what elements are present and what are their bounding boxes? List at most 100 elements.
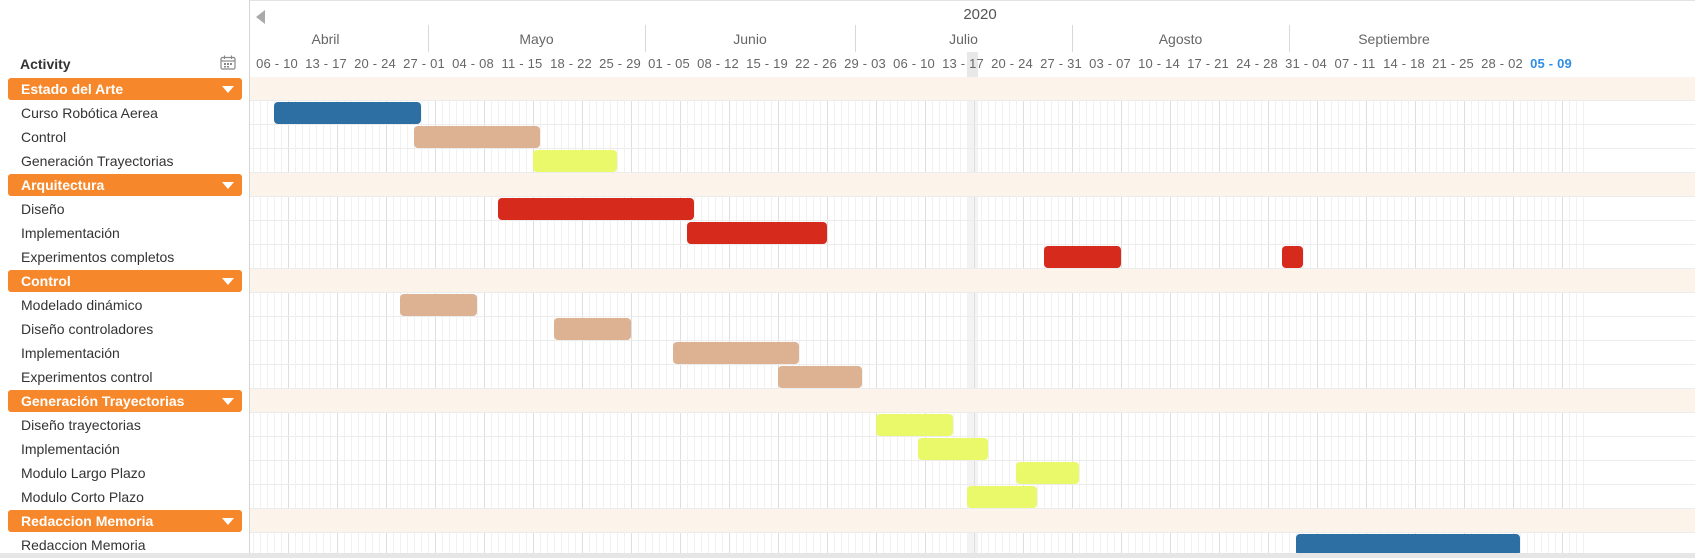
week-label[interactable]: 04 - 08 xyxy=(452,56,494,71)
group-row[interactable]: Control xyxy=(0,269,250,293)
grid-line xyxy=(645,77,646,558)
week-label[interactable]: 13 - 17 xyxy=(942,56,984,71)
task-bar[interactable] xyxy=(876,414,953,436)
week-label[interactable]: 06 - 10 xyxy=(893,56,935,71)
task-bar[interactable] xyxy=(554,318,631,340)
week-label[interactable]: 27 - 31 xyxy=(1040,56,1082,71)
group-header[interactable]: Estado del Arte xyxy=(8,78,242,100)
group-label: Generación Trayectorias xyxy=(21,393,185,409)
grid-line xyxy=(491,77,492,558)
week-label[interactable]: 21 - 25 xyxy=(1432,56,1474,71)
task-bar[interactable] xyxy=(778,366,862,388)
grid-line xyxy=(624,77,625,558)
grid-line xyxy=(1100,77,1101,558)
grid-line xyxy=(799,77,800,558)
task-bar[interactable] xyxy=(1296,534,1520,556)
group-header[interactable]: Redaccion Memoria xyxy=(8,510,242,532)
grid-line xyxy=(407,77,408,558)
group-header[interactable]: Generación Trayectorias xyxy=(8,390,242,412)
task-row: Redaccion Memoria xyxy=(0,533,250,557)
calendar-icon[interactable] xyxy=(220,55,236,70)
grid-line xyxy=(1401,77,1402,558)
task-row: Implementación xyxy=(0,221,250,245)
week-label[interactable]: 18 - 22 xyxy=(550,56,592,71)
grid-line xyxy=(484,77,485,558)
week-label[interactable]: 08 - 12 xyxy=(697,56,739,71)
week-label[interactable]: 14 - 18 xyxy=(1383,56,1425,71)
task-label: Redaccion Memoria xyxy=(21,537,146,553)
task-bar[interactable] xyxy=(1282,246,1303,268)
grid-line xyxy=(1086,77,1087,558)
task-bar[interactable] xyxy=(498,198,694,220)
week-label[interactable]: 07 - 11 xyxy=(1334,56,1376,71)
grid-line xyxy=(652,77,653,558)
group-grid-row xyxy=(250,269,1695,293)
week-label[interactable]: 22 - 26 xyxy=(795,56,837,71)
collapse-caret-icon[interactable] xyxy=(222,518,234,525)
task-bar[interactable] xyxy=(1016,462,1079,484)
task-bar[interactable] xyxy=(687,222,827,244)
week-label[interactable]: 01 - 05 xyxy=(648,56,690,71)
task-bar[interactable] xyxy=(274,102,421,124)
group-row[interactable]: Estado del Arte xyxy=(0,77,250,101)
week-label[interactable]: 13 - 17 xyxy=(305,56,347,71)
grid-line xyxy=(393,77,394,558)
month-separator xyxy=(645,25,646,52)
group-row[interactable]: Generación Trayectorias xyxy=(0,389,250,413)
grid-line xyxy=(1492,77,1493,558)
week-label[interactable]: 03 - 07 xyxy=(1089,56,1131,71)
month-label: Septiembre xyxy=(1358,31,1430,47)
grid-line xyxy=(554,77,555,558)
week-label[interactable]: 25 - 29 xyxy=(599,56,641,71)
collapse-caret-icon[interactable] xyxy=(222,86,234,93)
collapse-caret-icon[interactable] xyxy=(222,182,234,189)
grid-line xyxy=(1156,77,1157,558)
grid-line xyxy=(1198,77,1199,558)
task-bar[interactable] xyxy=(673,342,799,364)
week-label[interactable]: 29 - 03 xyxy=(844,56,886,71)
grid-line xyxy=(1310,77,1311,558)
group-grid-row xyxy=(250,77,1695,101)
group-row[interactable]: Arquitectura xyxy=(0,173,250,197)
grid-line xyxy=(365,77,366,558)
collapse-caret-icon[interactable] xyxy=(222,398,234,405)
week-label[interactable]: 24 - 28 xyxy=(1236,56,1278,71)
week-label[interactable]: 28 - 02 xyxy=(1481,56,1523,71)
week-label[interactable]: 27 - 01 xyxy=(403,56,445,71)
task-bar[interactable] xyxy=(533,150,617,172)
grid-line xyxy=(827,77,828,558)
group-grid-row xyxy=(250,509,1695,533)
grid-line xyxy=(253,77,254,558)
grid-line xyxy=(701,77,702,558)
group-header[interactable]: Arquitectura xyxy=(8,174,242,196)
week-label[interactable]: 17 - 21 xyxy=(1187,56,1229,71)
week-label[interactable]: 15 - 19 xyxy=(746,56,788,71)
task-grid-row xyxy=(250,437,1695,461)
task-bar[interactable] xyxy=(414,126,540,148)
group-header[interactable]: Control xyxy=(8,270,242,292)
grid-line xyxy=(1016,77,1017,558)
grid-line xyxy=(967,77,968,558)
week-label[interactable]: 11 - 15 xyxy=(501,56,543,71)
week-label[interactable]: 10 - 14 xyxy=(1138,56,1180,71)
scroll-left-arrow-icon[interactable] xyxy=(256,10,265,24)
week-label[interactable]: 31 - 04 xyxy=(1285,56,1327,71)
week-label[interactable]: 05 - 09 xyxy=(1530,56,1572,71)
collapse-caret-icon[interactable] xyxy=(222,278,234,285)
grid-line xyxy=(1226,77,1227,558)
week-label[interactable]: 20 - 24 xyxy=(991,56,1033,71)
grid-line xyxy=(386,77,387,558)
grid-line xyxy=(1023,77,1024,558)
task-bar[interactable] xyxy=(967,486,1037,508)
grid-line xyxy=(505,77,506,558)
group-row[interactable]: Redaccion Memoria xyxy=(0,509,250,533)
week-label[interactable]: 06 - 10 xyxy=(256,56,298,71)
task-bar[interactable] xyxy=(400,294,477,316)
task-bar[interactable] xyxy=(918,438,988,460)
horizontal-scrollbar[interactable] xyxy=(0,553,1695,558)
week-label[interactable]: 20 - 24 xyxy=(354,56,396,71)
grid-line xyxy=(1478,77,1479,558)
grid-line xyxy=(1338,77,1339,558)
grid-line xyxy=(960,77,961,558)
task-bar[interactable] xyxy=(1044,246,1121,268)
